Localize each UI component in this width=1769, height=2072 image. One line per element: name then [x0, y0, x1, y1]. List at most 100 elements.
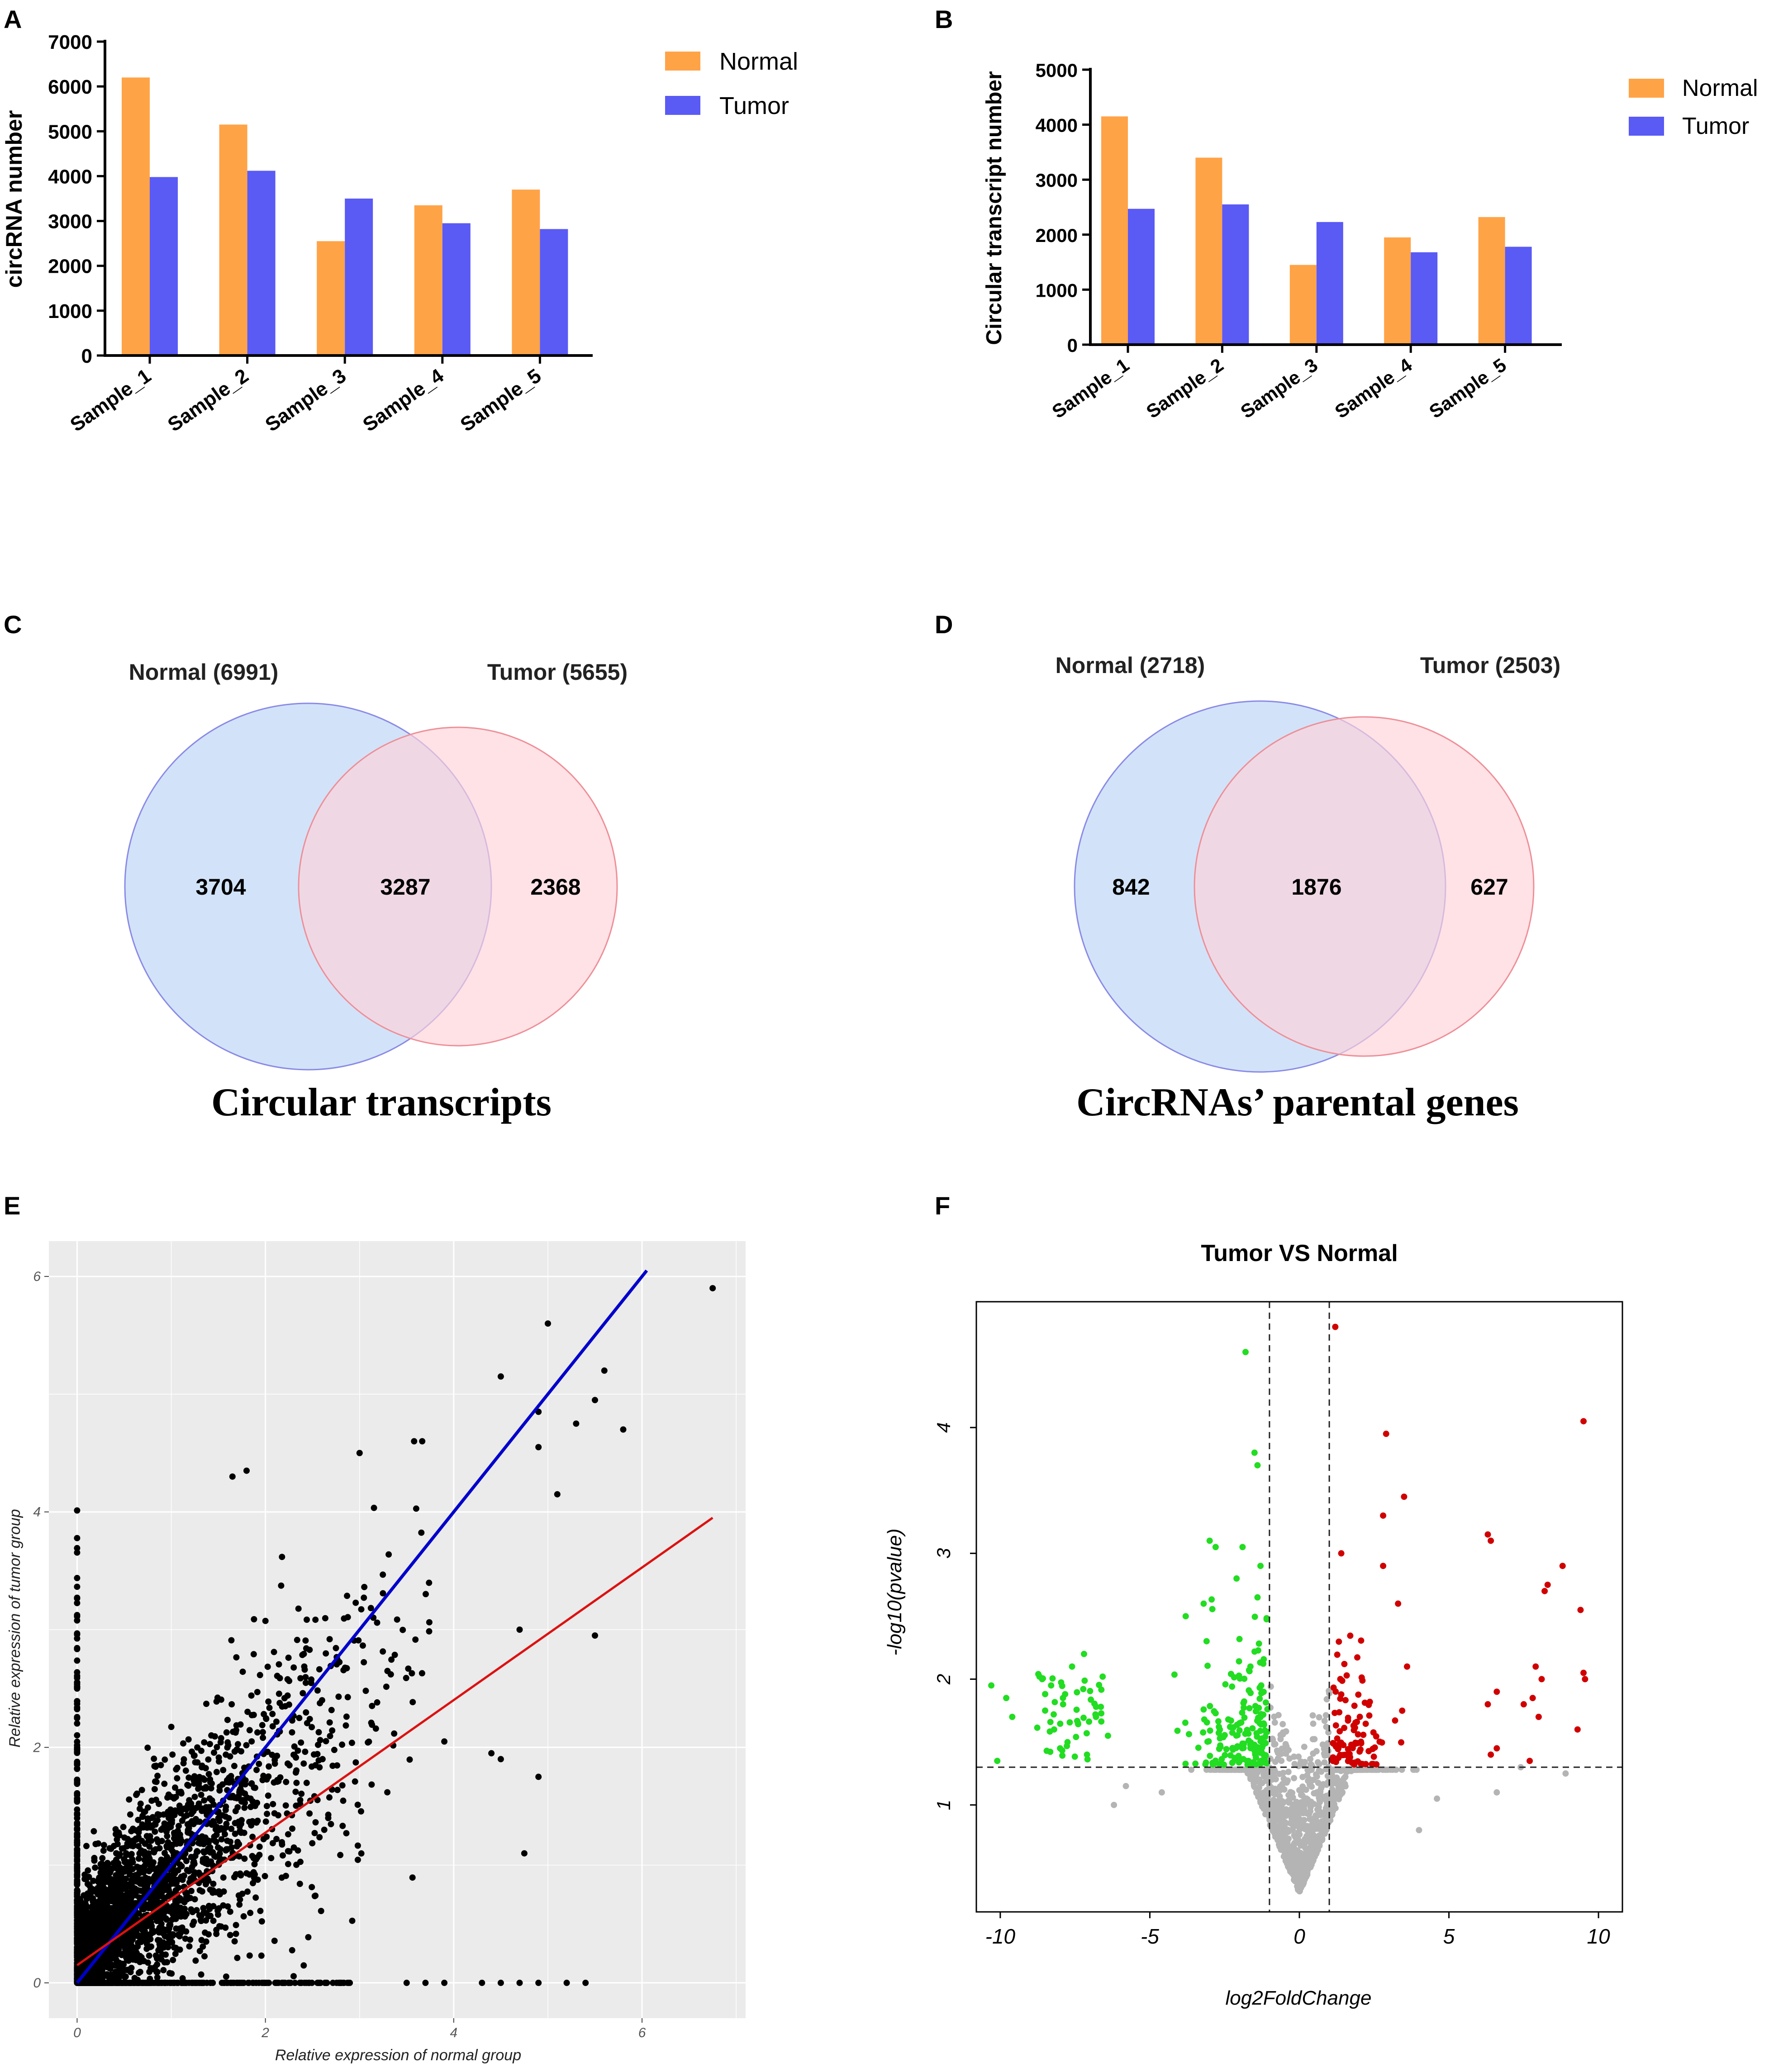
scatter-point: [111, 1877, 118, 1884]
scatter-point: [243, 1742, 250, 1749]
scatter-point: [335, 1979, 342, 1986]
scatter-point: [126, 1883, 133, 1890]
scatter-point: [315, 1741, 321, 1748]
volcano-point-ns: [1278, 1846, 1284, 1853]
scatter-point: [74, 1673, 81, 1679]
scatter-point: [144, 1815, 151, 1822]
scatter-point: [74, 1889, 81, 1896]
scatter-point: [181, 1899, 188, 1906]
scatter-point: [114, 1841, 121, 1848]
volcano-point-down: [1099, 1673, 1106, 1680]
bar-normal-sample-5: [1478, 217, 1505, 345]
scatter-point: [264, 1664, 271, 1670]
volcano-point-ns: [1289, 1789, 1296, 1796]
volcano-point-up: [1348, 1741, 1355, 1748]
scatter-point: [154, 1866, 160, 1873]
bar-tumor-sample-2: [247, 171, 276, 356]
y-axis-label-a: circRNA number: [1, 110, 27, 288]
scatter-point: [315, 1729, 322, 1735]
volcano-point-down: [1242, 1349, 1249, 1356]
scatter-point: [497, 1756, 504, 1763]
scatter-point: [137, 1880, 144, 1887]
scatter-point: [74, 1832, 81, 1839]
scatter-point: [391, 1651, 398, 1658]
venn-circle-tumor: [1194, 716, 1535, 1057]
venn-set-label-normal: Normal (6991): [129, 659, 279, 685]
scatter-point: [130, 1840, 137, 1846]
scatter-point: [254, 1689, 261, 1695]
scatter-point: [620, 1426, 627, 1433]
scatter-point: [199, 1764, 205, 1771]
volcano-point-down: [1084, 1756, 1091, 1763]
scatter-point: [216, 1758, 222, 1765]
scatter-point: [224, 1903, 231, 1910]
volcano-point-down: [1240, 1756, 1247, 1763]
volcano-point-up: [1488, 1537, 1494, 1544]
scatter-point: [270, 1801, 276, 1807]
scatter-point: [253, 1767, 260, 1773]
scatter-point: [162, 1979, 169, 1986]
scatter-point: [109, 1979, 116, 1986]
scatter-point: [488, 1750, 495, 1757]
scatter-point: [83, 1944, 90, 1951]
scatter-point: [137, 1938, 143, 1944]
scatter-point: [140, 1906, 147, 1913]
volcano-point-up: [1345, 1714, 1351, 1721]
venn-diagram-d: Normal (2718) Tumor (2503) 842 1876 627 …: [1056, 653, 1560, 1124]
venn-count-normal-only: 3704: [195, 874, 246, 900]
scatter-point: [301, 1666, 308, 1673]
scatter-point: [252, 1784, 258, 1791]
volcano-point-up: [1338, 1550, 1345, 1557]
volcano-point-down: [1251, 1613, 1258, 1620]
scatter-point: [563, 1979, 570, 1986]
volcano-point-down: [1236, 1672, 1242, 1679]
volcano-point-down: [1192, 1760, 1199, 1767]
volcano-point-ns: [1277, 1837, 1284, 1844]
x-tick-label: Sample_2: [1142, 354, 1227, 422]
volcano-point-up: [1332, 1688, 1339, 1695]
scatter-point: [298, 1790, 305, 1797]
scatter-point: [125, 1910, 132, 1916]
scatter-point: [122, 1949, 128, 1955]
scatter-point: [294, 1636, 300, 1643]
bar-tumor-sample-1: [1128, 209, 1155, 345]
scatter-point: [109, 1941, 116, 1948]
scatter-point: [191, 1780, 198, 1787]
scatter-point: [74, 1746, 81, 1753]
scatter-point: [208, 1780, 215, 1787]
bar-normal-sample-2: [1195, 157, 1222, 345]
volcano-point-down: [1255, 1640, 1262, 1647]
volcano-point-down: [1009, 1713, 1016, 1720]
scatter-point: [92, 1973, 99, 1979]
scatter-point: [323, 1738, 329, 1745]
scatter-point: [107, 1959, 114, 1966]
scatter-point: [158, 1956, 165, 1963]
y-tick-label: 4: [33, 1505, 41, 1520]
volcano-point-ns: [1256, 1792, 1263, 1799]
scatter-point: [296, 1881, 303, 1887]
scatter-point: [248, 1692, 255, 1699]
venn-count-intersection: 1876: [1291, 874, 1341, 900]
volcano-point-down: [1098, 1703, 1104, 1710]
scatter-point: [293, 1861, 300, 1868]
scatter-point: [158, 1826, 165, 1833]
scatter-point: [86, 1873, 92, 1880]
scatter-point: [189, 1748, 195, 1755]
y-tick-label: 4000: [48, 166, 92, 188]
scatter-point: [172, 1944, 179, 1951]
volcano-point-up: [1350, 1722, 1357, 1729]
volcano-point-down: [1238, 1719, 1245, 1726]
scatter-point: [129, 1856, 136, 1863]
scatter-point: [116, 1959, 123, 1966]
scatter-point: [334, 1787, 341, 1793]
volcano-point-down: [1222, 1681, 1229, 1688]
scatter-point: [298, 1739, 304, 1746]
scatter-point: [573, 1420, 580, 1427]
volcano-point-ns: [1290, 1863, 1297, 1869]
volcano-point-ns: [1312, 1771, 1319, 1778]
scatter-point: [319, 1697, 325, 1704]
scatter-point: [133, 1792, 140, 1798]
scatter-point: [139, 1821, 146, 1828]
scatter-point: [278, 1874, 285, 1881]
volcano-point-ns: [1316, 1761, 1322, 1768]
